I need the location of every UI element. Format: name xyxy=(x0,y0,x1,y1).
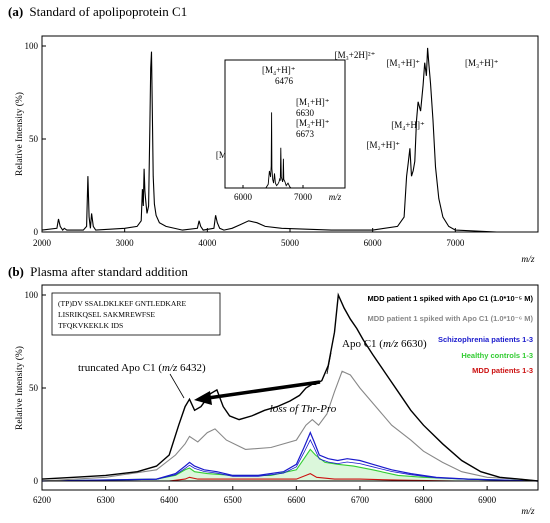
inset-xtick-label: 7000 xyxy=(294,192,313,202)
panel-b-legend: MDD patient 1 spiked with Apo C1 (1.0*10… xyxy=(367,294,533,375)
b-series-line xyxy=(41,292,539,482)
b-xtick-label: 6200 xyxy=(33,495,52,505)
inset-xlabel: m/z xyxy=(329,192,342,202)
a-xtick-label: 3000 xyxy=(116,238,135,248)
sequence-line-2: LISRIKQSEL SAKMREWFSE xyxy=(58,310,155,319)
b-xtick-label: 6500 xyxy=(224,495,243,505)
b-series-line xyxy=(42,472,538,482)
panel-a-label: (a) xyxy=(8,4,23,19)
b-series-replicate-line xyxy=(41,439,539,482)
panel-b-axes: 6200 6300 6400 6500 6600 6700 6800 6900 0 50 100 xyxy=(25,290,497,505)
b-xtick-label: 6800 xyxy=(415,495,434,505)
a-peak-label: [M₁+H]⁺ xyxy=(387,58,421,68)
a-xtick-label: 2000 xyxy=(33,238,52,248)
panel-a-title: (a) Standard of apolipoprotein C1 xyxy=(8,4,187,19)
a-ytick-label: 100 xyxy=(25,41,39,51)
b-ytick-label: 0 xyxy=(34,476,39,486)
b-series-line xyxy=(41,431,539,482)
panel-b-ylabel: Relative Intensity (%) xyxy=(14,346,25,430)
inset-peak-value: 6630 xyxy=(296,108,315,118)
inset-peak-label: [M₃+H]⁺ xyxy=(296,118,330,128)
b-xtick-label: 6400 xyxy=(160,495,179,505)
panel-a-title-text: Standard of apolipoprotein C1 xyxy=(29,4,187,19)
panel-b-series xyxy=(41,292,539,482)
arrow-shaft xyxy=(207,380,321,400)
legend-entry: Healthy controls 1-3 xyxy=(461,351,533,360)
a-peak-label: [M₄+H]⁺ xyxy=(391,120,425,130)
panel-a-ylabel: Relative Intensity (%) xyxy=(14,92,25,176)
inset-peak-value: 6476 xyxy=(275,76,294,86)
b-series-line xyxy=(41,370,539,482)
sequence-line-3: TFQKVKEKLK IDS xyxy=(58,321,123,330)
legend-entry: MDD patient 1 spiked with Apo C1 (1.0*10… xyxy=(368,314,534,323)
inset-peak-label: [M₁+H]⁺ xyxy=(296,97,330,107)
legend-entry: Schizophrenia patients 1-3 xyxy=(438,335,533,344)
apoc1-pointer xyxy=(326,352,332,375)
b-ytick-label: 100 xyxy=(25,290,39,300)
a-peak-label: [M₃+2H]²⁺ xyxy=(335,50,376,60)
inset-annotations: [M₄+H]⁺6476 [M₁+H]⁺6630[M₃+H]⁺6673 xyxy=(262,65,330,139)
inset-xtick-label: 6000 xyxy=(234,192,253,202)
truncated-pointer xyxy=(169,373,185,399)
b-series-line xyxy=(41,448,539,482)
arrow-loss-thr-pro xyxy=(194,380,321,405)
panel-b-label: (b) xyxy=(8,264,24,279)
panel-a-xlabel: m/z xyxy=(521,255,535,265)
a-ytick-label: 50 xyxy=(29,134,39,144)
arrow-head xyxy=(194,391,212,405)
a-peak-label: [M₃+H]⁺ xyxy=(465,58,499,68)
b-xtick-label: 6300 xyxy=(97,495,116,505)
legend-entry: MDD patients 1-3 xyxy=(472,366,533,375)
panel-a-spectrum-line xyxy=(41,47,538,233)
inset-frame xyxy=(224,59,346,189)
inset-peak-value: 6673 xyxy=(296,129,315,139)
b-xtick-label: 6600 xyxy=(287,495,306,505)
inset-peak-label: [M₄+H]⁺ xyxy=(262,65,296,75)
b-ytick-label: 50 xyxy=(29,383,39,393)
a-xtick-label: 6000 xyxy=(364,238,383,248)
b-xtick-label: 6700 xyxy=(351,495,370,505)
panel-b-xlabel: m/z xyxy=(521,507,535,517)
a-xtick-label: 4000 xyxy=(198,238,217,248)
a-xtick-label: 5000 xyxy=(281,238,300,248)
panel-a-axes: 2000 3000 4000 5000 6000 7000 0 50 100 xyxy=(25,41,465,248)
a-xtick-label: 7000 xyxy=(446,238,465,248)
inset-axes: 6000 7000 xyxy=(234,185,313,202)
annotation-truncated-apoc1: truncated Apo C1 (m/z 6432) xyxy=(78,362,206,374)
healthy-controls-area xyxy=(42,449,538,481)
a-peak-label: [M₂+H]⁺ xyxy=(367,140,401,150)
inset-spectrum-line xyxy=(225,112,345,189)
b-xtick-label: 6900 xyxy=(478,495,497,505)
panel-b-title: (b) Plasma after standard addition xyxy=(8,264,188,279)
sequence-box xyxy=(51,292,221,336)
annotation-apoc1: Apo C1 (m/z 6630) xyxy=(342,338,427,350)
a-ytick-label: 0 xyxy=(34,227,39,237)
legend-entry: MDD patient 1 spiked with Apo C1 (1.0*10… xyxy=(367,294,533,303)
annotation-loss-thr-pro: loss of Thr-Pro xyxy=(270,403,337,415)
sequence-line-1: (TP)DV SSALDKLKEF GNTLEDKARE xyxy=(58,299,186,308)
panel-b-title-text: Plasma after standard addition xyxy=(30,264,188,279)
